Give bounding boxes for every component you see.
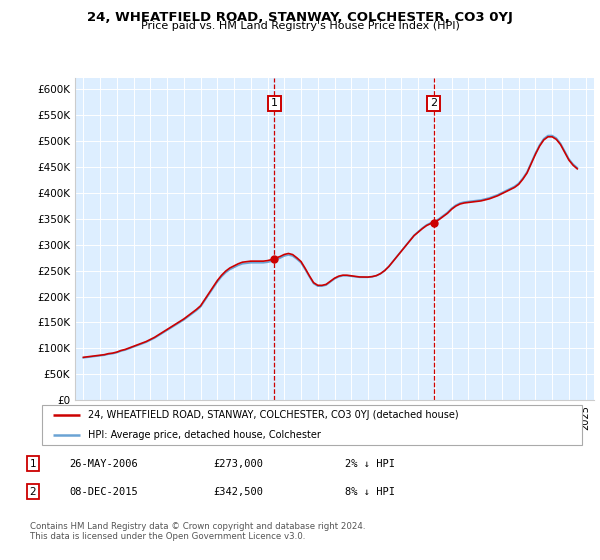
Text: 24, WHEATFIELD ROAD, STANWAY, COLCHESTER, CO3 0YJ: 24, WHEATFIELD ROAD, STANWAY, COLCHESTER… (87, 11, 513, 24)
Text: 2: 2 (29, 487, 37, 497)
FancyBboxPatch shape (42, 405, 582, 445)
Text: 1: 1 (29, 459, 37, 469)
Text: 2% ↓ HPI: 2% ↓ HPI (345, 459, 395, 469)
Text: 2: 2 (430, 99, 437, 108)
Text: 08-DEC-2015: 08-DEC-2015 (69, 487, 138, 497)
Text: Contains HM Land Registry data © Crown copyright and database right 2024.
This d: Contains HM Land Registry data © Crown c… (30, 522, 365, 542)
Text: 8% ↓ HPI: 8% ↓ HPI (345, 487, 395, 497)
Text: 26-MAY-2006: 26-MAY-2006 (69, 459, 138, 469)
Text: HPI: Average price, detached house, Colchester: HPI: Average price, detached house, Colc… (88, 430, 321, 440)
Text: £273,000: £273,000 (213, 459, 263, 469)
Text: 24, WHEATFIELD ROAD, STANWAY, COLCHESTER, CO3 0YJ (detached house): 24, WHEATFIELD ROAD, STANWAY, COLCHESTER… (88, 410, 458, 421)
Text: £342,500: £342,500 (213, 487, 263, 497)
Text: 1: 1 (271, 99, 278, 108)
Text: Price paid vs. HM Land Registry's House Price Index (HPI): Price paid vs. HM Land Registry's House … (140, 21, 460, 31)
